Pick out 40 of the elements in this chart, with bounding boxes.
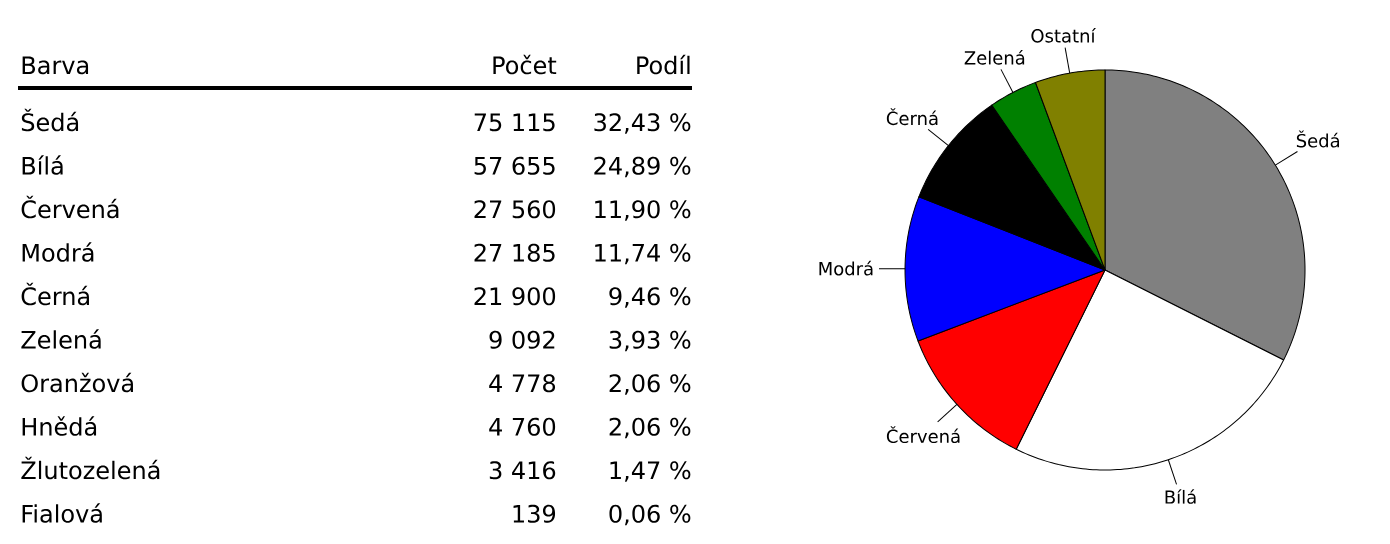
text: Počet: [493, 54, 557, 75]
category-label: Žlutozelená: [21, 456, 160, 480]
data-label: 9,46 %: [609, 287, 691, 308]
category-label: Šedá: [21, 108, 79, 132]
data-label: 9 092: [489, 330, 555, 349]
category-label: Fialová: [22, 503, 102, 523]
category-label: Oranžová: [21, 372, 133, 393]
text: Podíl: [637, 54, 690, 75]
slice-label: Zelená: [964, 50, 1025, 65]
data-label: 21 900: [474, 287, 556, 306]
data-label: 4 778: [489, 374, 556, 393]
data-label: 2,06 %: [609, 417, 691, 439]
data-label: 75 115: [474, 113, 555, 132]
category-label: Modrá: [22, 242, 94, 262]
data-label: 1,47 %: [610, 461, 691, 482]
category-label: Bílá: [22, 155, 63, 175]
text: Barva: [22, 56, 89, 75]
data-label: 27 560: [474, 200, 556, 219]
category-label: Červená: [21, 195, 119, 219]
data-label: 139: [513, 504, 556, 523]
slice-label: Červená: [886, 426, 960, 444]
slice-label: Bílá: [1165, 489, 1196, 504]
data-label: 0,06 %: [609, 504, 691, 526]
category-label: Černá: [21, 282, 89, 306]
data-label: 3,93 %: [609, 330, 691, 352]
slice-label: Šedá: [1296, 130, 1339, 148]
data-label: 32,43 %: [594, 113, 691, 134]
slice-label: Modrá: [819, 260, 873, 276]
data-label: 27 185: [474, 243, 555, 262]
data-label: 3 416: [489, 461, 556, 480]
slice-label: Černá: [886, 108, 938, 126]
category-label: Zelená: [21, 329, 101, 349]
slice-label: Ostatní: [1031, 27, 1096, 43]
data-label: 4 760: [489, 417, 556, 436]
data-label: 2,06 %: [609, 374, 691, 395]
data-label: 11,90 %: [595, 200, 691, 221]
data-label: 24,89 %: [594, 156, 691, 178]
data-label: 57 655: [474, 156, 555, 175]
data-label: 11,74 %: [595, 243, 691, 265]
category-label: Hnědá: [22, 416, 97, 436]
